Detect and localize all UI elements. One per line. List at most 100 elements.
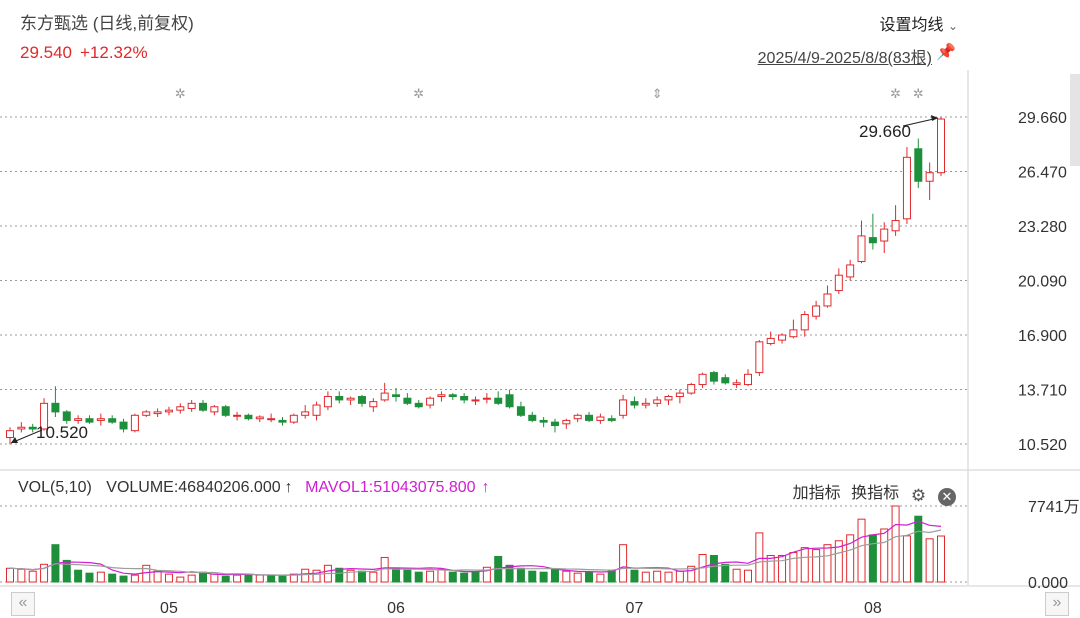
candle-body	[743, 373, 752, 386]
candle	[153, 408, 162, 418]
volume-bar	[925, 538, 934, 583]
candle	[937, 117, 945, 177]
candle	[891, 205, 900, 236]
volume-bar	[471, 571, 480, 583]
volume-bar	[743, 569, 752, 583]
volume-bar	[709, 554, 718, 583]
candle-body	[812, 305, 821, 317]
candle	[471, 396, 480, 406]
candle	[789, 319, 798, 339]
candle	[392, 387, 401, 402]
candle-body	[516, 406, 525, 416]
price-tick-label: 16.900	[1018, 328, 1067, 345]
event-marker-icon: ✲	[913, 87, 924, 102]
candle-body	[85, 418, 94, 423]
volume-bar	[868, 534, 877, 583]
candle-body	[539, 419, 548, 423]
candle-body	[902, 156, 911, 220]
candle-body	[619, 399, 628, 416]
candle-body	[153, 411, 162, 415]
candle	[880, 222, 889, 253]
candle	[278, 417, 287, 426]
volume-bar	[619, 544, 628, 583]
candle-body	[426, 397, 435, 406]
candle	[346, 396, 355, 406]
candle	[516, 401, 525, 418]
candle-body	[550, 421, 559, 427]
switch-indicator-button[interactable]: 换指标	[851, 485, 900, 502]
candle	[766, 331, 775, 346]
candle-body	[403, 397, 412, 404]
candle-body	[199, 402, 208, 411]
candle-body	[585, 414, 594, 421]
volume-bar	[823, 544, 832, 583]
volume-bar	[6, 567, 14, 583]
volume-bar	[74, 569, 83, 583]
candle-body	[596, 416, 605, 421]
candle	[709, 370, 718, 385]
candle	[28, 423, 37, 433]
date-tick-label: 05	[160, 600, 178, 617]
candle-body	[448, 394, 457, 398]
candle	[925, 162, 934, 201]
volume-bar	[403, 569, 412, 583]
candle	[85, 415, 94, 424]
candle-body	[244, 414, 253, 420]
price-tick-label: 23.280	[1018, 219, 1067, 236]
candle-body	[357, 396, 366, 404]
add-indicator-button[interactable]: 加指标	[792, 485, 841, 502]
price-tick-label: 29.660	[1018, 110, 1067, 127]
volume-bar	[562, 570, 571, 583]
candle-body	[380, 392, 389, 401]
volume-bar	[766, 554, 775, 583]
candle	[233, 411, 242, 421]
close-icon[interactable]: ✕	[938, 488, 956, 506]
volume-bar	[902, 535, 911, 583]
pin-icon[interactable]: 📌	[936, 44, 956, 61]
vertical-scrollbar[interactable]	[1070, 74, 1080, 166]
ma-setting-button[interactable]: 设置均线 ⌄	[879, 11, 958, 35]
candle	[437, 391, 446, 402]
volume-series	[6, 505, 945, 583]
candle	[164, 406, 173, 416]
volume-bar	[312, 569, 321, 583]
volume-bar	[176, 576, 185, 583]
candle-body	[857, 235, 866, 263]
scroll-right-button[interactable]: »	[1045, 592, 1069, 616]
candle	[539, 417, 548, 428]
candle-body	[323, 396, 332, 408]
volume-bar	[460, 572, 469, 583]
date-range-label[interactable]: 2025/4/9-2025/8/8(83根)	[757, 50, 932, 67]
volume-bar	[130, 574, 139, 583]
volume-up-arrow: ↑	[284, 479, 293, 496]
candle-body	[460, 396, 469, 401]
candle	[460, 393, 469, 404]
volume-bar	[687, 565, 696, 583]
candle	[902, 147, 911, 224]
candle	[51, 386, 60, 418]
event-marker-icon: ⇕	[652, 87, 663, 102]
candle-body	[130, 414, 139, 432]
volume-bar	[17, 568, 26, 583]
gear-icon[interactable]: ⚙	[910, 486, 927, 505]
volume-indicator-label[interactable]: VOL(5,10)	[18, 479, 92, 496]
annotation-arrowhead	[931, 115, 938, 121]
scroll-left-button[interactable]: «	[11, 592, 35, 616]
volume-bar	[255, 574, 264, 583]
candle	[96, 413, 105, 426]
candle	[619, 394, 628, 419]
candle-body	[653, 399, 662, 404]
candle	[255, 415, 264, 423]
candle	[210, 405, 219, 416]
candle-body	[142, 411, 151, 416]
mavol-lines	[9, 520, 942, 576]
candle	[108, 415, 117, 424]
volume-bar	[630, 569, 639, 583]
candle-body	[164, 409, 173, 413]
price-tick-label: 26.470	[1018, 165, 1067, 182]
volume-bar	[119, 575, 128, 583]
candle-body	[233, 414, 242, 417]
candle	[187, 399, 196, 412]
candle	[562, 418, 571, 429]
volume-axis: 7741万 0.000	[1028, 499, 1080, 592]
